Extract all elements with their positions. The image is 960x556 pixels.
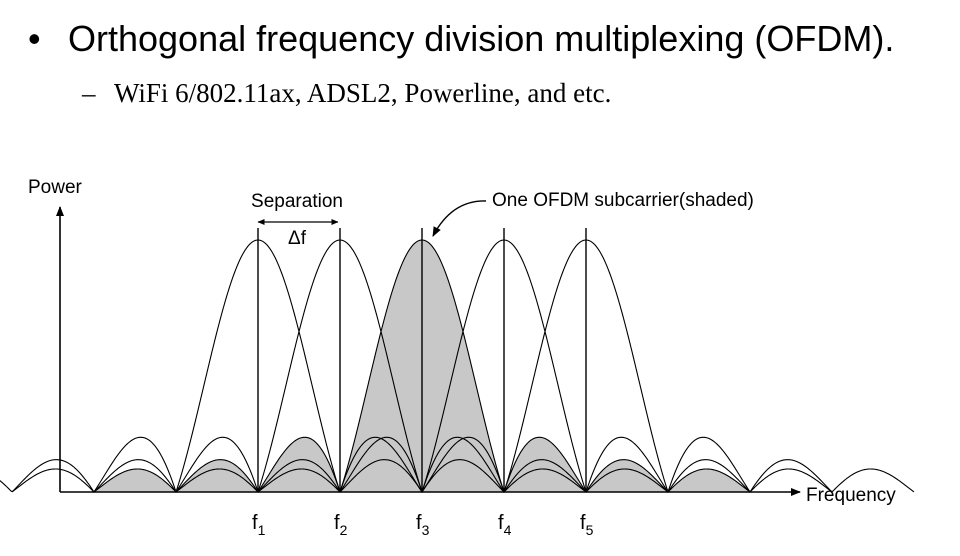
sub-bullet-point: – WiFi 6/802.11ax, ADSL2, Powerline, and … (82, 78, 611, 109)
frequency-tick-label: f1 (252, 512, 266, 538)
bullet-dot-icon: • (28, 18, 41, 59)
frequency-labels: f1 f2 f3 f4 f5 (252, 512, 594, 538)
callout-label: One OFDM subcarrier(shaded) (492, 190, 754, 211)
x-axis-label: Frequency (806, 485, 896, 506)
frequency-tick-label: f4 (498, 512, 512, 538)
bullet-point: • Orthogonal frequency division multiplex… (28, 18, 894, 60)
frequency-tick-label: f2 (334, 512, 348, 538)
bullet-text: Orthogonal frequency division multiplexi… (68, 18, 895, 59)
subcarrier-lines (257, 228, 587, 492)
delta-f-label: Δf (288, 228, 307, 249)
callout-arrow (432, 200, 487, 237)
dash-icon: – (82, 78, 96, 108)
frequency-tick-label: f3 (416, 512, 430, 538)
separation-label: Separation (251, 191, 343, 212)
y-axis-label: Power (28, 177, 83, 198)
frequency-tick-label: f5 (580, 512, 594, 538)
sub-bullet-text: WiFi 6/802.11ax, ADSL2, Powerline, and e… (114, 78, 612, 108)
